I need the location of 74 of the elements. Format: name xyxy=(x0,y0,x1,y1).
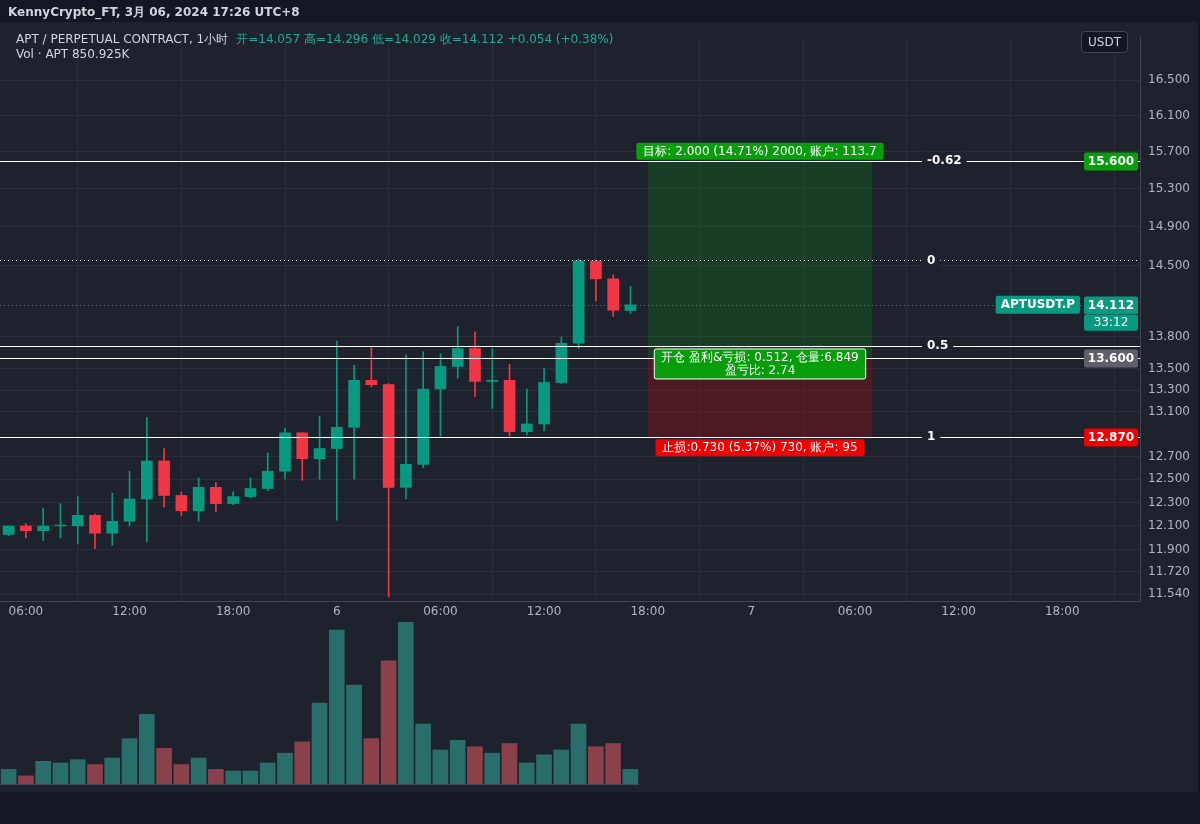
bar xyxy=(380,660,397,784)
bar xyxy=(225,770,241,784)
x-tick-label: 12:00 xyxy=(941,603,976,618)
annotation: 开仓 盈利&亏损: 0.512, 仓量:6.849 盈亏比: 2.74 xyxy=(661,350,859,378)
bar xyxy=(242,770,259,784)
annotation: 止损:0.730 (5.37%) 730, 账户: 95 xyxy=(662,440,858,455)
bar xyxy=(0,769,17,784)
bar xyxy=(570,723,587,784)
text: KennyCrypto_FT, 3月 06, 2024 17:26 UTC+8 xyxy=(8,4,300,21)
x-tick-label: 18:00 xyxy=(630,603,666,618)
bar xyxy=(484,752,501,784)
bar xyxy=(190,757,207,784)
bar xyxy=(52,762,69,784)
bar xyxy=(173,764,190,784)
bar xyxy=(311,702,328,784)
ref-line-label: 15.600 xyxy=(1087,153,1135,168)
bar xyxy=(87,764,103,784)
chart-title: APT / PERPETUAL CONTRACT, 1小时 xyxy=(16,32,229,46)
annotation: 1 xyxy=(927,429,936,444)
y-tick-label: 16.500 xyxy=(1148,72,1190,87)
ref-line-label: 14.112 xyxy=(1087,297,1135,312)
bar xyxy=(467,746,483,784)
x-tick-label: 06:00 xyxy=(8,603,44,618)
annotation: -0.62 xyxy=(927,152,962,167)
y-tick-label: 13.800 xyxy=(1148,329,1190,344)
bar xyxy=(35,760,52,784)
y-tick-label: 16.100 xyxy=(1148,107,1190,122)
y-tick-label: 11.720 xyxy=(1148,563,1190,578)
bar xyxy=(501,743,518,784)
y-tick-label: 13.100 xyxy=(1148,403,1190,418)
chart-subtitle: 开=14.057 高=14.296 低=14.029 收=14.112 +0.054 (+0.38%) xyxy=(236,32,614,46)
bar xyxy=(138,714,155,784)
y-tick-label: 12.500 xyxy=(1148,471,1190,486)
y-tick-label: 12.300 xyxy=(1148,494,1190,509)
ref-line-label: 12.870 xyxy=(1087,429,1135,444)
y-tick-label: 13.500 xyxy=(1148,360,1190,375)
bar xyxy=(121,738,138,784)
y-tick-label: 12.700 xyxy=(1148,448,1190,463)
bar xyxy=(69,759,86,784)
x-tick-label: 6 xyxy=(333,603,341,618)
annotation: APTUSDT.P xyxy=(1000,296,1076,311)
annotation: 目标: 2.000 (14.71%) 2000, 账户: 113.7 xyxy=(643,143,877,158)
x-tick-label: 06:00 xyxy=(423,603,458,618)
bar xyxy=(622,769,639,784)
bar xyxy=(432,749,449,784)
bar xyxy=(363,738,380,784)
annotation: 33:12 xyxy=(1093,314,1129,329)
annotation: USDT xyxy=(1081,31,1128,53)
y-tick-label: 11.900 xyxy=(1148,542,1190,557)
ref-line-label: 13.600 xyxy=(1087,350,1135,365)
annotation: Vol · APT 850.925K xyxy=(16,47,130,61)
x-tick-label: 18:00 xyxy=(1044,603,1080,618)
bar xyxy=(208,769,224,784)
y-tick-label: 14.900 xyxy=(1148,218,1190,233)
bar xyxy=(18,775,34,784)
bar xyxy=(156,748,172,784)
y-tick-label: 12.100 xyxy=(1148,518,1190,533)
x-tick-label: 18:00 xyxy=(215,603,251,618)
y-tick-label: 15.700 xyxy=(1148,143,1190,158)
annotation: 0 xyxy=(927,252,936,267)
y-tick-label: 15.300 xyxy=(1148,180,1190,195)
annotation: 0.5 xyxy=(927,338,949,353)
bar xyxy=(449,739,466,784)
x-tick-label: 12:00 xyxy=(112,603,147,618)
candlestick xyxy=(486,348,499,409)
y-tick-label: 11.540 xyxy=(1148,586,1190,601)
y-tick-label: 14.500 xyxy=(1148,257,1190,272)
y-tick-label: 13.300 xyxy=(1148,382,1190,397)
x-tick-label: 7 xyxy=(747,603,756,618)
x-tick-label: 12:00 xyxy=(526,603,562,618)
bar xyxy=(104,757,121,784)
candlestick xyxy=(227,491,240,506)
bar xyxy=(294,741,311,784)
x-tick-label: 06:00 xyxy=(837,603,873,618)
